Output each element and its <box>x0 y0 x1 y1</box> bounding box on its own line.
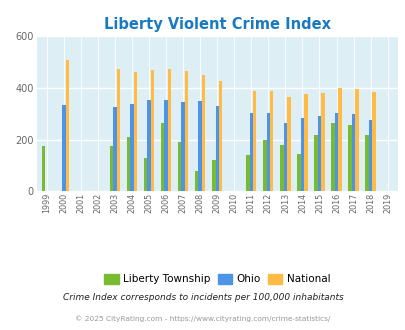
Bar <box>184 71 188 191</box>
Bar <box>320 93 324 191</box>
Bar <box>303 94 307 191</box>
Bar <box>351 114 354 191</box>
Bar <box>113 107 116 191</box>
Bar <box>65 60 69 191</box>
Bar <box>364 135 368 191</box>
Bar <box>317 115 320 191</box>
Bar <box>334 113 337 191</box>
Bar <box>143 158 147 191</box>
Bar <box>368 119 371 191</box>
Bar <box>371 92 375 191</box>
Bar <box>130 104 133 191</box>
Bar <box>283 123 286 191</box>
Bar <box>215 106 218 191</box>
Title: Liberty Violent Crime Index: Liberty Violent Crime Index <box>103 17 330 32</box>
Bar <box>198 101 201 191</box>
Bar <box>211 160 215 191</box>
Bar <box>160 123 164 191</box>
Bar <box>42 146 45 191</box>
Bar <box>262 140 266 191</box>
Bar <box>296 154 300 191</box>
Bar <box>116 69 120 191</box>
Bar <box>167 69 171 191</box>
Text: © 2025 CityRating.com - https://www.cityrating.com/crime-statistics/: © 2025 CityRating.com - https://www.city… <box>75 315 330 322</box>
Bar <box>330 123 334 191</box>
Legend: Liberty Township, Ohio, National: Liberty Township, Ohio, National <box>100 270 334 288</box>
Bar <box>181 102 184 191</box>
Bar <box>249 113 252 191</box>
Bar <box>266 113 269 191</box>
Bar <box>279 145 283 191</box>
Bar <box>300 118 303 191</box>
Bar <box>110 146 113 191</box>
Bar <box>218 81 222 191</box>
Bar <box>313 135 317 191</box>
Bar <box>286 97 290 191</box>
Bar <box>354 89 358 191</box>
Bar <box>126 137 130 191</box>
Bar <box>252 91 256 191</box>
Bar <box>269 91 273 191</box>
Bar <box>201 75 205 191</box>
Bar <box>177 142 181 191</box>
Bar <box>347 125 351 191</box>
Bar <box>164 100 167 191</box>
Bar <box>62 105 65 191</box>
Bar <box>150 70 154 191</box>
Bar <box>245 155 249 191</box>
Text: Crime Index corresponds to incidents per 100,000 inhabitants: Crime Index corresponds to incidents per… <box>62 292 343 302</box>
Bar <box>133 73 137 191</box>
Bar <box>194 171 198 191</box>
Bar <box>147 100 150 191</box>
Bar <box>337 88 341 191</box>
